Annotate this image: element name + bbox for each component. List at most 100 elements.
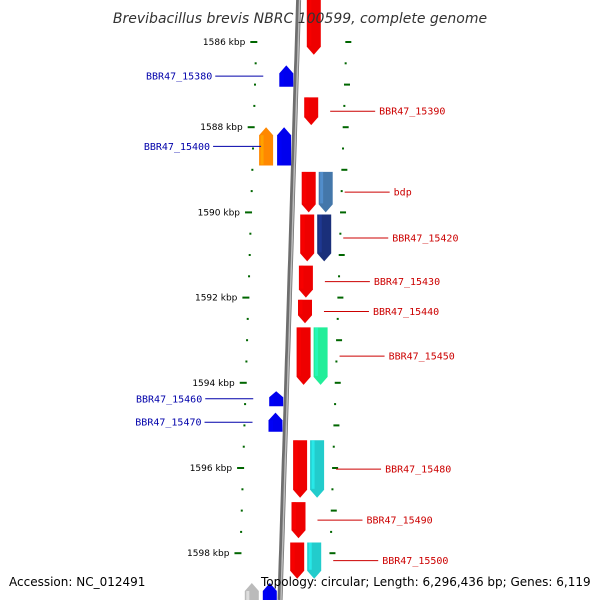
ruler-dot	[253, 104, 256, 107]
gene-label: BBR47_15480	[385, 465, 451, 476]
gene-highlight	[300, 265, 304, 289]
gene-highlight	[320, 171, 324, 204]
tick-mark	[250, 41, 258, 43]
gene-highlight	[294, 440, 298, 489]
ruler-dot	[343, 104, 346, 107]
ruler-dot	[338, 275, 341, 278]
tick-mark	[242, 296, 250, 299]
gene-g10	[298, 299, 312, 324]
gene-highlight	[291, 542, 295, 570]
ruler-dot	[344, 62, 347, 65]
ruler-dot	[245, 360, 248, 363]
ruler-dot	[248, 254, 251, 256]
ruler-dot	[335, 360, 338, 363]
backbone-layer	[277, 0, 302, 600]
gene-highlight	[246, 591, 250, 600]
gene-label: BBR47_15450	[389, 352, 455, 363]
topology-text: Topology: circular; Length: 6,296,436 bp…	[260, 575, 591, 589]
tick-layer: 1586 kbp 1588 kbp 1590 kbp 1592 kbp 1594 kbp…	[187, 38, 258, 559]
gene-highlight	[315, 327, 319, 376]
ruler-dot	[254, 62, 257, 65]
gene-label: bdp	[394, 188, 412, 199]
gene-label: BBR47_15440	[373, 307, 439, 318]
gene-label: BBR47_15490	[366, 516, 432, 527]
gene-g0	[306, 0, 321, 55]
gene-label: BBR47_15470	[135, 418, 201, 429]
gene-highlight	[260, 135, 264, 165]
tick-label: 1594 kbp	[192, 379, 235, 389]
gene-g19	[307, 542, 322, 579]
tick-mark	[237, 467, 245, 469]
gene-highlight	[299, 299, 303, 315]
ruler-dot	[253, 83, 256, 86]
gene-g1	[279, 65, 294, 87]
gene-g9	[298, 265, 313, 298]
gene-g12	[313, 327, 328, 385]
gene-g17	[291, 502, 306, 539]
ruler-dot	[250, 190, 253, 193]
gene-highlight	[308, 0, 312, 46]
gene-g20	[262, 583, 277, 600]
ruler-dot	[340, 190, 343, 193]
ruler-dot	[334, 381, 341, 384]
gene-g14	[268, 412, 283, 432]
ruler-dot	[241, 488, 244, 491]
ruler-dot	[340, 211, 347, 214]
tick-mark	[245, 211, 253, 214]
ruler-dot	[338, 254, 345, 256]
gene-highlight	[278, 135, 282, 165]
tick-label: 1588 kbp	[200, 123, 243, 133]
ruler-dot	[332, 467, 339, 469]
gene-label: BBR47_15460	[136, 394, 202, 405]
ruler-dot	[329, 552, 336, 555]
ruler-dot	[251, 168, 254, 171]
gene-label: BBR47_15500	[382, 556, 448, 567]
gene-g4	[259, 127, 274, 166]
ruler-dot	[240, 530, 243, 533]
gene-label: BBR47_15380	[146, 72, 212, 83]
ruler-dot	[242, 445, 245, 448]
ruler-dot	[336, 317, 339, 320]
gene-g8	[317, 214, 332, 262]
gene-g13	[269, 391, 284, 407]
gene-g18	[290, 542, 305, 579]
genome-backbone	[277, 0, 302, 600]
tick-label: 1596 kbp	[190, 464, 233, 474]
ruler-dot	[252, 147, 255, 150]
tick-label: 1590 kbp	[198, 208, 241, 218]
ruler-dot	[244, 403, 247, 406]
gene-g6	[318, 171, 333, 213]
ruler-dot	[248, 275, 251, 278]
ruler-dot	[337, 296, 344, 299]
gene-g7	[300, 214, 315, 262]
gene-label: BBR47_15430	[374, 277, 440, 288]
gene-g2	[304, 97, 319, 126]
gene-highlight	[311, 440, 315, 489]
gene-label: BBR47_15420	[392, 233, 458, 244]
gene-highlight	[270, 420, 274, 431]
ruler-dot	[243, 424, 246, 427]
gene-highlight	[264, 591, 268, 600]
ruler-dot	[342, 147, 345, 150]
gene-highlight	[292, 502, 296, 530]
ruler-dot	[343, 83, 350, 86]
gene-highlight	[280, 73, 284, 86]
ruler-dot	[246, 317, 249, 320]
gene-label: BBR47_15400	[144, 142, 210, 153]
gene-g5	[301, 171, 316, 213]
gene-highlight	[308, 542, 312, 570]
tick-label: 1592 kbp	[195, 294, 238, 304]
gene-highlight	[298, 327, 302, 376]
gene-g15	[293, 440, 308, 498]
ruler-dot	[339, 232, 342, 235]
tick-label: 1586 kbp	[203, 38, 246, 48]
genome-backbone-highlight	[280, 0, 301, 600]
accession-text: Accession: NC_012491	[9, 575, 145, 589]
ruler-dot	[333, 424, 340, 427]
ruler-dot	[336, 339, 343, 342]
ruler-dot	[345, 41, 352, 43]
tick-mark	[247, 126, 255, 129]
gene-highlight	[301, 214, 305, 253]
ruler-dot	[342, 126, 349, 129]
